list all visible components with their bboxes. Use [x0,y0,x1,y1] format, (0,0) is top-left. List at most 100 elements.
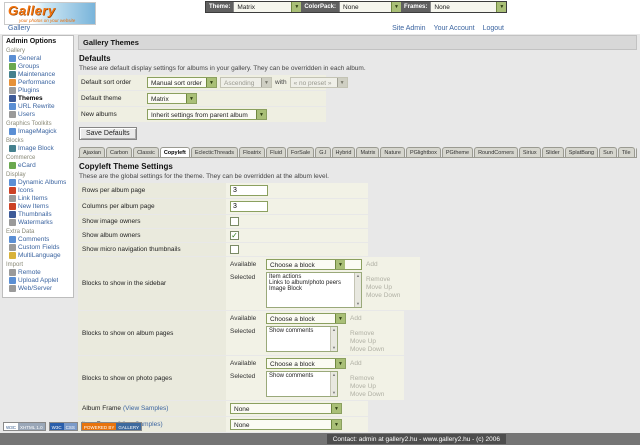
frames-select[interactable]: None [430,2,497,12]
sidebar-item-multilanguage[interactable]: MultiLanguage [9,252,71,259]
columns-per-page-label: Columns per album page [78,199,226,214]
show-album-owners-checkbox[interactable]: ✓ [230,231,239,240]
your-account-link[interactable]: Your Account [433,25,475,32]
tab-ajaxian[interactable]: Ajaxian [79,147,106,157]
show-image-owners-checkbox[interactable] [230,217,239,226]
listbox-scrollbar[interactable]: ▲ ▼ [330,327,337,351]
item-frame-dropdown-arrow-icon[interactable]: ▼ [331,420,341,429]
tab-classic[interactable]: Classic [133,147,159,157]
sidebar-item-watermarks[interactable]: Watermarks [9,219,71,226]
sidebar-blocks-choose-select[interactable]: Choose a block ▼ [266,259,362,270]
photo-blocks-choose-select[interactable]: Choose a block ▼ [266,358,346,369]
album-frame-select[interactable]: None ▼ [230,403,342,414]
scroll-up-icon[interactable]: ▲ [356,273,360,278]
tab-matrix[interactable]: Matrix [356,147,380,157]
site-admin-link[interactable]: Site Admin [392,25,426,32]
tab-slider[interactable]: Slider [541,147,564,157]
xhtml-badge[interactable]: W3C XHTML 1.0 [3,422,46,431]
selected-block-item[interactable]: Show comments [269,328,314,334]
tab-carbon[interactable]: Carbon [106,147,133,157]
selected-block-item[interactable]: Links to album/photo peers [269,280,342,286]
frames-dropdown-arrow-icon[interactable]: ▼ [496,2,507,12]
gallery-badge[interactable]: POWERED BY GALLERY [80,422,143,431]
default-theme-dropdown-arrow-icon[interactable]: ▼ [186,94,196,103]
sort-order-dropdown-arrow-icon[interactable]: ▼ [206,78,216,87]
tab-nature[interactable]: Nature [380,147,405,157]
breadcrumb-gallery-link[interactable]: Gallery [8,25,31,32]
tab-sun[interactable]: Sun [599,147,617,157]
album-blocks-choose-select[interactable]: Choose a block ▼ [266,313,346,324]
tab-gi[interactable]: G.I [315,147,331,157]
sidebar-item-dynamic-albums[interactable]: Dynamic Albums [9,179,71,186]
sidebar-item-icons[interactable]: Icons [9,187,71,194]
album-blocks-dropdown-arrow-icon[interactable]: ▼ [335,314,345,323]
tab-pgtheme[interactable]: PGtheme [441,147,474,157]
sidebar-blocks-dropdown-arrow-icon[interactable]: ▼ [335,260,345,269]
sidebar-item-maintenance[interactable]: Maintenance [9,71,71,78]
tab-hybrid[interactable]: Hybrid [331,147,356,157]
tab-roundcorners[interactable]: RoundCorners [474,147,518,157]
sidebar-item-url-rewrite[interactable]: URL Rewrite [9,103,71,110]
sidebar-item-upload-applet[interactable]: Upload Applet [9,277,71,284]
css-badge[interactable]: W3C CSS [48,422,78,431]
tab-fluid[interactable]: Fluid [266,147,286,157]
sidebar-item-themes[interactable]: Themes [9,95,71,102]
scroll-up-icon[interactable]: ▲ [332,372,336,377]
scroll-up-icon[interactable]: ▲ [332,327,336,332]
sidebar-item-groups[interactable]: Groups [9,63,71,70]
photo-blocks-dropdown-arrow-icon[interactable]: ▼ [335,359,345,368]
theme-dropdown-arrow-icon[interactable]: ▼ [291,2,302,12]
tab-copyleft[interactable]: Copyleft [159,147,190,157]
sidebar-item-remote[interactable]: Remote [9,269,71,276]
selected-block-item[interactable]: Image Block [269,286,303,292]
item-frame-select[interactable]: None ▼ [230,419,342,430]
colorpack-dropdown-arrow-icon[interactable]: ▼ [391,2,402,12]
sidebar-item-comments[interactable]: Comments [9,236,71,243]
sidebar-item-thumbnails[interactable]: Thumbnails [9,211,71,218]
tab-splatbang[interactable]: SplatBang [564,147,599,157]
sidebar-item-new-items[interactable]: New Items [9,203,71,210]
tab-forsale[interactable]: ForSale [286,147,315,157]
scroll-down-icon[interactable]: ▼ [332,345,336,350]
sidebar-item-image-block[interactable]: Image Block [9,145,71,152]
sidebar-item-plugins[interactable]: Plugins [9,87,71,94]
save-defaults-button[interactable]: Save Defaults [79,127,137,140]
sidebar-item-imagemagick[interactable]: ImageMagick [9,128,71,135]
scroll-down-icon[interactable]: ▼ [356,301,360,306]
album-frame-dropdown-arrow-icon[interactable]: ▼ [331,404,341,413]
sidebar-item-performance[interactable]: Performance [9,79,71,86]
new-albums-select[interactable]: Inherit settings from parent album ▼ [147,109,267,120]
colorpack-select[interactable]: None [339,2,392,12]
sidebar-item-general[interactable]: General [9,55,71,62]
tab-siriux[interactable]: Siriux [518,147,541,157]
columns-per-page-input[interactable] [230,201,268,212]
show-micro-nav-checkbox[interactable] [230,245,239,254]
logout-link[interactable]: Logout [482,25,504,32]
sidebar-item-ecard[interactable]: eCard [9,162,71,169]
tab-eclecticthreads[interactable]: EclecticThreads [190,147,238,157]
listbox-scrollbar[interactable]: ▲ ▼ [354,273,361,307]
theme-select[interactable]: Matrix [233,2,292,12]
sidebar-blocks-selected-list[interactable]: Item actions Links to album/photo peers … [266,272,362,308]
gallery-logo[interactable]: Gallery your photos on your website [4,2,96,25]
tab-pglightbox[interactable]: PGlightbox [405,147,441,157]
selected-block-item[interactable]: Item actions [269,274,302,280]
selected-block-item[interactable]: Show comments [269,373,314,379]
album-blocks-selected-list[interactable]: Show comments ▲ ▼ [266,326,338,352]
default-theme-select[interactable]: Matrix ▼ [147,93,197,104]
sidebar-item-link-items[interactable]: Link Items [9,195,71,202]
sidebar-item-users[interactable]: Users [9,111,71,118]
sidebar-item-web-server[interactable]: Web/Server [9,285,71,292]
new-albums-dropdown-arrow-icon[interactable]: ▼ [256,110,266,119]
scroll-down-icon[interactable]: ▼ [332,390,336,395]
content-area: Admin Options Gallery General Groups Mai… [0,34,640,445]
listbox-scrollbar[interactable]: ▲ ▼ [330,372,337,396]
sort-order-select[interactable]: Manual sort order ▼ [147,77,217,88]
tab-floatrix[interactable]: Floatrix [238,147,265,157]
sidebar-item-custom-fields[interactable]: Custom Fields [9,244,71,251]
rows-per-page-input[interactable] [230,185,268,196]
tab-tile[interactable]: Tile [617,147,635,157]
album-frame-view-samples-link[interactable]: (View Samples) [123,405,169,412]
photo-blocks-selected-list[interactable]: Show comments ▲ ▼ [266,371,338,397]
tab-wordpressembedded[interactable]: WordpressEmbedded [635,147,637,157]
